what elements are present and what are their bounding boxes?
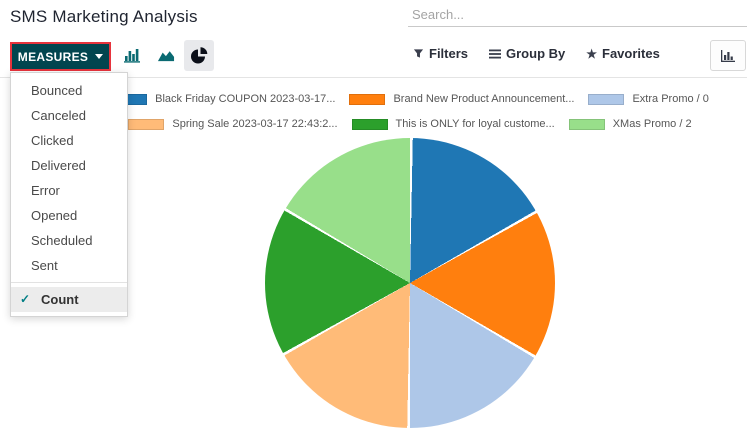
legend-swatch bbox=[351, 118, 388, 130]
legend-label: Extra Promo / 0 bbox=[632, 93, 709, 105]
legend-label: XMas Promo / 2 bbox=[612, 118, 692, 130]
measures-button-label: MEASURES bbox=[17, 49, 89, 64]
area-chart-icon bbox=[157, 51, 175, 62]
filters-button[interactable]: Filters bbox=[413, 46, 468, 61]
graph-view-switcher-button[interactable] bbox=[710, 40, 746, 71]
funnel-icon bbox=[413, 49, 424, 58]
bar-chart-icon bbox=[124, 49, 140, 63]
caret-down-icon bbox=[95, 54, 104, 59]
legend-label: Black Friday COUPON 2023-03-17... bbox=[155, 93, 336, 105]
legend-swatch bbox=[349, 93, 386, 105]
menu-item-scheduled[interactable]: Scheduled bbox=[31, 233, 93, 248]
search-placeholder: Search... bbox=[412, 7, 465, 22]
pie-chart-icon bbox=[190, 47, 207, 64]
measures-dropdown-menu: Bounced Canceled Clicked Delivered Error… bbox=[10, 72, 128, 317]
menu-item-opened[interactable]: Opened bbox=[31, 208, 78, 223]
group-by-label: Group By bbox=[506, 46, 566, 61]
bar-chart-icon bbox=[721, 49, 735, 62]
menu-item-bounced[interactable]: Bounced bbox=[31, 83, 83, 98]
legend-item[interactable]: Spring Sale 2023-03-17 22:43:2... bbox=[128, 118, 338, 130]
menu-separator bbox=[11, 282, 127, 283]
group-by-button[interactable]: Group By bbox=[489, 46, 565, 61]
legend-item[interactable]: Brand New Product Announcement... bbox=[349, 93, 574, 105]
legend-item[interactable]: Extra Promo / 0 bbox=[588, 93, 709, 105]
legend-item[interactable]: This is ONLY for loyal custome... bbox=[351, 118, 555, 130]
legend-item[interactable]: Black Friday COUPON 2023-03-17... bbox=[111, 93, 335, 105]
chart-legend-row-1: Black Friday COUPON 2023-03-17... Brand … bbox=[73, 92, 747, 106]
legend-label: Brand New Product Announcement... bbox=[393, 93, 575, 105]
menu-item-sent[interactable]: Sent bbox=[31, 258, 58, 273]
legend-swatch bbox=[588, 93, 625, 105]
favorites-button[interactable]: ★ Favorites bbox=[586, 46, 660, 61]
page-title: SMS Marketing Analysis bbox=[10, 7, 198, 26]
pie-chart-canvas: Black Friday COUPON 2023-03-17... Brand … bbox=[73, 0, 747, 433]
legend-swatch bbox=[128, 118, 165, 130]
filters-label: Filters bbox=[429, 46, 469, 61]
measures-button[interactable]: MEASURES bbox=[10, 42, 111, 71]
chart-legend-row-2: Spring Sale 2023-03-17 22:43:2... This i… bbox=[73, 117, 747, 131]
menu-item-delivered[interactable]: Delivered bbox=[31, 158, 86, 173]
favorites-label: Favorites bbox=[602, 46, 660, 61]
menu-item-error[interactable]: Error bbox=[31, 183, 60, 198]
list-lines-icon bbox=[489, 49, 502, 58]
pie-chart[interactable] bbox=[265, 138, 555, 428]
menu-item-count[interactable]: ✓ Count bbox=[11, 287, 127, 312]
pie-chart-button[interactable] bbox=[184, 40, 214, 71]
star-icon: ★ bbox=[586, 46, 598, 61]
legend-label: Spring Sale 2023-03-17 22:43:2... bbox=[172, 118, 338, 130]
legend-label: This is ONLY for loyal custome... bbox=[395, 118, 555, 130]
legend-item[interactable]: XMas Promo / 2 bbox=[568, 118, 692, 130]
menu-item-clicked[interactable]: Clicked bbox=[31, 133, 74, 148]
chart-type-group bbox=[118, 40, 214, 71]
menu-item-canceled[interactable]: Canceled bbox=[31, 108, 86, 123]
line-chart-button[interactable] bbox=[151, 40, 181, 71]
legend-swatch bbox=[568, 118, 605, 130]
panel-divider bbox=[0, 77, 747, 78]
search-input[interactable]: Search... bbox=[408, 0, 747, 27]
menu-item-count-label: Count bbox=[41, 292, 79, 307]
bar-chart-button[interactable] bbox=[118, 40, 148, 71]
search-view-buttons: Filters Group By ★ Favorites bbox=[413, 46, 660, 61]
check-icon: ✓ bbox=[20, 292, 31, 306]
